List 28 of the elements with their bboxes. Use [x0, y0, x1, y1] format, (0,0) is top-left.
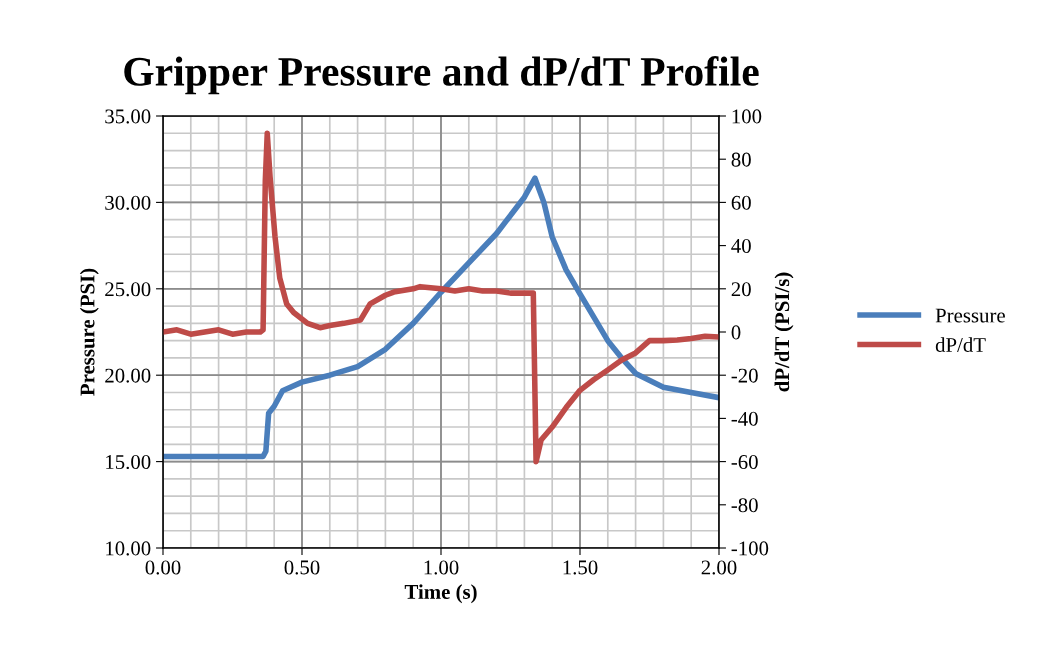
x-tick-label: 1.50 [563, 560, 598, 575]
x-tick-label: 2.00 [701, 560, 737, 575]
y-tick-label: 25.00 [105, 282, 151, 297]
y-tick-label: 35.00 [105, 109, 151, 124]
y2-tick-label: -20 [731, 368, 758, 383]
y2-tick-label: -100 [731, 541, 769, 556]
y-axis-title: Pressure (PSI) [79, 268, 99, 396]
x-tick-label: 0.50 [284, 560, 320, 575]
y2-tick-label: 20 [731, 282, 751, 297]
chart-title: Gripper Pressure and dP/dT Profile [124, 56, 759, 95]
legend-label: dP/dT [935, 337, 986, 352]
y2-tick-label: -40 [731, 411, 758, 426]
y2-tick-label: 100 [732, 109, 762, 124]
y2-tick-label: -60 [731, 454, 758, 470]
x-tick-label: 1.00 [424, 560, 459, 575]
y-tick-label: 30.00 [105, 195, 151, 210]
y-tick-label: 10.00 [106, 541, 151, 556]
y2-tick-label: 0 [731, 325, 741, 340]
y-tick-label: 20.00 [105, 368, 151, 383]
y-tick-label: 15.00 [106, 454, 151, 470]
x-axis-title: Time (s) [404, 584, 477, 604]
y2-tick-label: 60 [731, 195, 751, 210]
y2-tick-label: 80 [731, 152, 751, 167]
y2-tick-label: -80 [731, 498, 758, 513]
y2-axis-title: dP/dT (PSI/s) [774, 272, 794, 392]
x-tick-label: 0.00 [145, 560, 181, 575]
y2-tick-label: 40 [731, 238, 751, 254]
legend-label: Pressure [935, 308, 1005, 323]
